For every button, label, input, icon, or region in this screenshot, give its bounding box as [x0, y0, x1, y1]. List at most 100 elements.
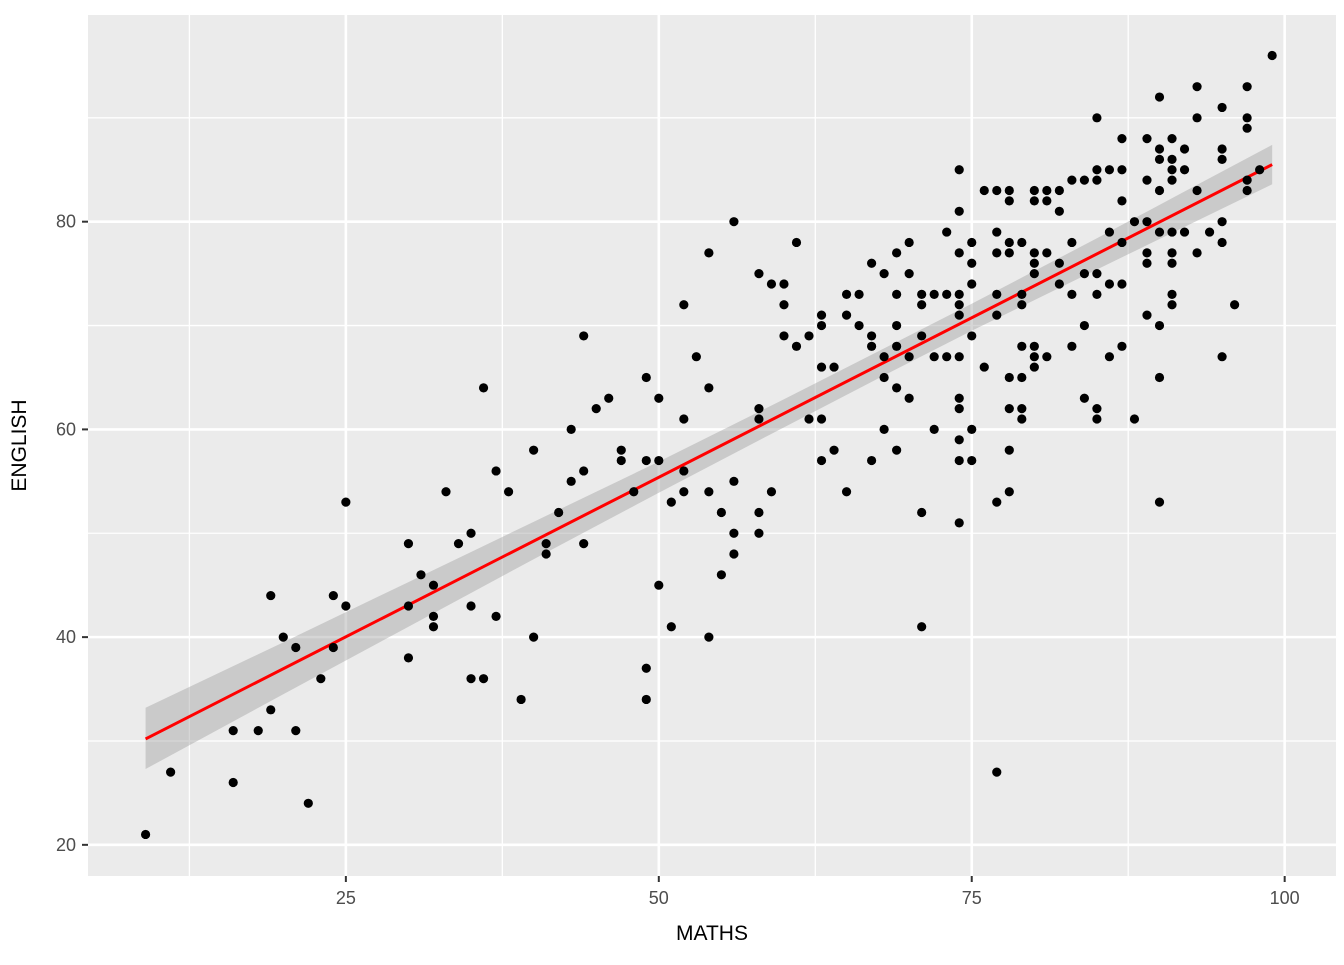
data-point [967, 455, 977, 466]
data-point [1154, 144, 1165, 154]
data-point [841, 310, 852, 320]
data-point [779, 300, 789, 310]
y-tick-label: 20 [56, 835, 76, 855]
data-point [1054, 185, 1064, 196]
data-point [917, 331, 927, 341]
data-point [816, 310, 827, 320]
data-point [453, 539, 464, 549]
data-point [1092, 165, 1102, 175]
data-point [929, 352, 939, 362]
data-point [804, 331, 814, 341]
data-point [478, 383, 489, 393]
data-point [416, 570, 426, 580]
data-point [1017, 341, 1027, 351]
data-point [841, 289, 852, 299]
data-point [954, 404, 964, 414]
data-point [691, 352, 701, 362]
data-point [1217, 237, 1227, 248]
data-point [341, 601, 351, 611]
data-point [1117, 237, 1127, 248]
x-tick-label: 100 [1270, 888, 1300, 908]
data-point [716, 507, 726, 518]
x-tick-label: 25 [336, 888, 356, 908]
data-point [566, 424, 576, 435]
data-point [1029, 196, 1039, 206]
data-point [1054, 279, 1064, 289]
data-point [967, 331, 977, 341]
data-point [1092, 269, 1102, 279]
data-point [1067, 289, 1077, 299]
y-tick-label: 60 [56, 419, 76, 439]
data-point [1029, 352, 1039, 362]
data-point [854, 320, 864, 331]
data-point [992, 248, 1002, 258]
data-point [904, 269, 914, 279]
data-point [616, 445, 626, 455]
data-point [1167, 154, 1177, 164]
data-point [904, 352, 914, 362]
data-point [992, 227, 1002, 237]
data-point [992, 289, 1002, 299]
data-point [829, 362, 839, 372]
data-point [1167, 248, 1177, 258]
data-point [228, 777, 238, 788]
data-point [1004, 248, 1014, 258]
x-tick-label: 75 [962, 888, 982, 908]
data-point [829, 445, 839, 455]
data-point [1117, 133, 1127, 144]
data-point [954, 393, 964, 403]
data-point [666, 497, 676, 507]
data-point [754, 404, 764, 414]
data-point [679, 487, 689, 497]
data-point [892, 341, 902, 351]
data-point [1004, 196, 1014, 206]
data-point [1142, 248, 1152, 258]
data-point [954, 300, 964, 310]
data-point [954, 455, 964, 466]
data-point [403, 601, 414, 611]
data-point [766, 487, 777, 497]
data-point [1167, 227, 1177, 237]
data-point [954, 310, 964, 320]
data-point [341, 497, 351, 507]
data-point [929, 289, 939, 299]
data-point [1004, 445, 1014, 455]
data-point [1117, 165, 1127, 175]
data-point [1217, 144, 1227, 154]
data-point [1167, 300, 1177, 310]
data-point [1017, 237, 1027, 248]
data-point [1004, 185, 1014, 196]
data-point [291, 642, 301, 653]
data-point [641, 372, 651, 383]
data-point [967, 424, 977, 435]
data-point [704, 248, 714, 258]
data-point [704, 487, 714, 497]
data-point [1117, 279, 1127, 289]
data-point [954, 206, 964, 216]
data-point [291, 725, 301, 736]
y-axis-title: ENGLISH [8, 399, 31, 491]
data-point [1067, 175, 1077, 185]
data-point [1204, 227, 1215, 237]
data-point [904, 393, 914, 403]
data-point [816, 455, 827, 466]
data-point [1004, 404, 1014, 414]
data-point [466, 601, 476, 611]
data-point [566, 476, 576, 486]
data-point [303, 798, 313, 808]
data-point [729, 476, 739, 486]
data-point [1242, 175, 1252, 185]
data-point [1017, 414, 1027, 424]
data-point [466, 528, 476, 538]
data-point [441, 487, 451, 497]
data-point [1042, 248, 1052, 258]
data-point [1029, 185, 1039, 196]
data-point [679, 300, 689, 310]
data-point [917, 300, 927, 310]
data-point [1017, 404, 1027, 414]
data-point [266, 590, 276, 601]
data-point [1154, 185, 1165, 196]
data-point [591, 404, 601, 414]
